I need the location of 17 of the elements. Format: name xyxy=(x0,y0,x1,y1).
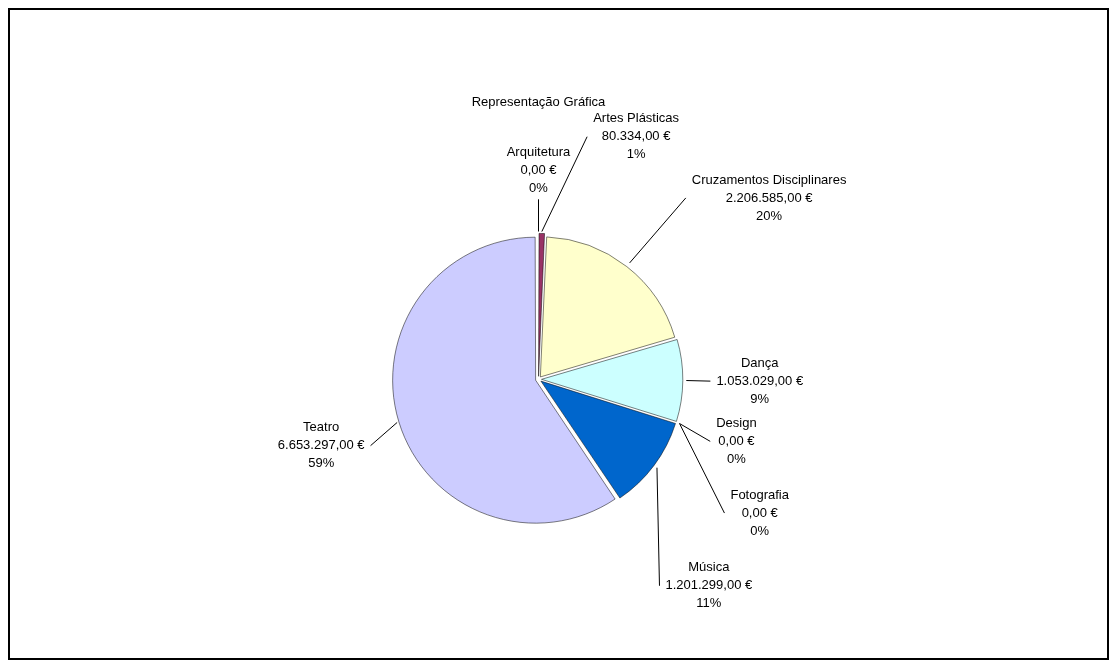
slice-label: Teatro xyxy=(303,419,340,435)
data-label: 1.201.299,00 € 11% xyxy=(665,577,753,611)
data-label: 80.334,00 € 1% xyxy=(601,128,672,162)
category-label: Arquitetura xyxy=(506,143,571,159)
category-label: Design xyxy=(716,414,757,430)
slice-label: Cruzamentos Disciplinares xyxy=(691,171,847,187)
slice-label: Artes Plásticas xyxy=(593,110,680,126)
text: 0,00 € 0% xyxy=(741,504,778,538)
slice-label: Música xyxy=(688,559,731,575)
category-label: Fotografia xyxy=(730,486,789,502)
data-label: 2.206.585,00 € 20% xyxy=(725,189,814,223)
slice-label: Dança xyxy=(740,354,780,370)
chart-title: Representação Gráfica xyxy=(471,94,607,110)
text: 0,00 € 0% xyxy=(718,432,755,466)
data-label: 1.053.029,00 € 9% xyxy=(716,372,804,406)
text: 0,00 € 0% xyxy=(520,161,557,195)
data-label: 6.653.297,00 € 59% xyxy=(277,437,366,471)
